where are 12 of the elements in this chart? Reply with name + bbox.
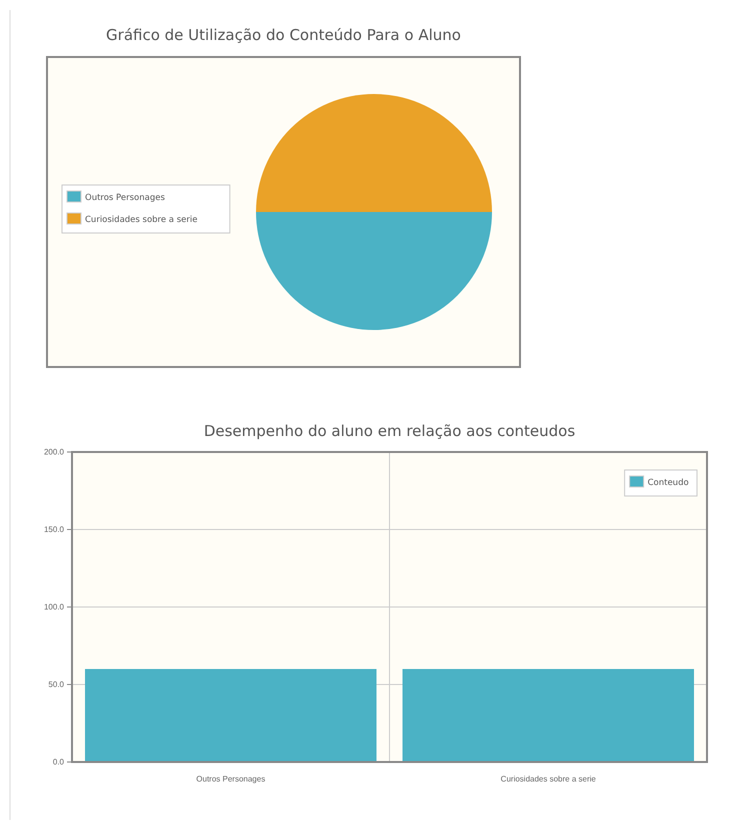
- y-tick-label: 0.0: [52, 758, 65, 767]
- pie-slice: [256, 94, 492, 212]
- pie-slice: [256, 212, 492, 330]
- y-tick-label: 150.0: [44, 525, 65, 534]
- y-tick-label: 50.0: [48, 680, 65, 690]
- y-tick-label: 100.0: [44, 602, 65, 612]
- legend-label: Outros Personages: [85, 193, 166, 203]
- legend-label: Curiosidades sobre a serie: [85, 215, 198, 225]
- chart-title: Desempenho do aluno em relação aos conteudos: [204, 422, 576, 440]
- y-tick-label: 200.0: [44, 448, 65, 457]
- legend-label: Conteudo: [648, 478, 689, 488]
- chart-title: Gráfico de Utilização do Conteúdo Para o Aluno: [106, 26, 461, 44]
